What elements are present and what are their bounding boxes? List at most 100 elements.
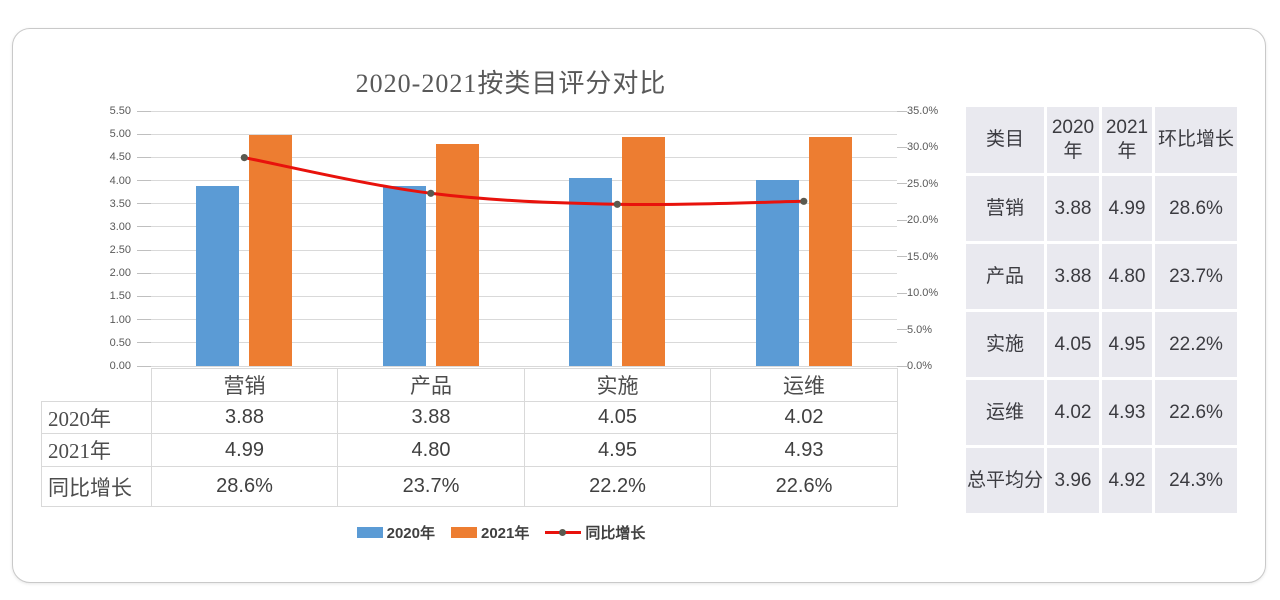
value-cell: 22.6%	[710, 466, 898, 507]
gridline	[151, 319, 897, 321]
chart-card: 2020-2021按类目评分对比 0.00 0.50 1.00 1.50 2.00 2.5…	[12, 28, 1266, 583]
right-axis-label: 10.0%	[907, 287, 939, 300]
right-axis-label: 35.0%	[907, 105, 939, 117]
bar-2020年-产品	[382, 186, 426, 366]
right-axis-tick	[897, 110, 907, 112]
left-axis-label: 1.50	[109, 290, 131, 303]
left-axis-tick	[137, 226, 151, 228]
value-cell: 4.80	[337, 433, 525, 467]
left-axis-tick	[137, 249, 151, 251]
value-cell: 4.99	[151, 433, 338, 467]
value-cell: 22.2%	[524, 466, 711, 507]
left-axis-tick	[137, 156, 151, 158]
bar-2020年-实施	[569, 178, 613, 366]
gridline	[151, 156, 897, 158]
left-axis-tick	[137, 319, 151, 321]
chart-title: 2020-2021按类目评分对比	[355, 69, 667, 98]
summary-value-cell: 4.02	[1047, 380, 1099, 445]
summary-value-cell: 22.2%	[1155, 312, 1237, 377]
summary-row: 总平均分 3.96 4.92 24.3%	[966, 448, 1237, 513]
legend-label: 2020年	[386, 524, 435, 542]
value-cell: 3.88	[151, 401, 338, 434]
gridline	[151, 249, 897, 251]
legend-swatch-2021年	[450, 526, 477, 538]
gridline	[151, 226, 897, 228]
left-axis-label: 5.50	[109, 105, 131, 117]
value-cell: 28.6%	[151, 466, 338, 507]
gridline	[151, 365, 897, 367]
gridline	[151, 133, 897, 135]
gridline	[151, 203, 897, 205]
summary-category-cell: 运维	[966, 380, 1044, 445]
right-axis-tick	[897, 256, 907, 258]
summary-table: 类目 2020年 2021年 环比增长 营销 3.88 4.99 28.6% 产品 3.88 4.8…	[963, 104, 1240, 516]
value-cell: 4.05	[524, 401, 711, 434]
chart-data-table: 营销 产品 实施 运维 2020年 3.88 3.88 4.05 4.02 2021年 4.99 4.…	[41, 368, 898, 507]
row-label-cell: 2021年	[41, 433, 152, 467]
legend-item-同比增长: 同比增长	[545, 522, 645, 543]
value-cell: 4.93	[710, 433, 898, 467]
gridline	[151, 180, 897, 182]
value-cell: 3.88	[337, 401, 525, 434]
summary-value-cell: 3.88	[1047, 244, 1099, 309]
legend-label: 同比增长	[585, 524, 646, 542]
left-axis-tick	[137, 180, 151, 182]
chart-legend: 2020年 2021年 同比增长	[151, 521, 851, 543]
summary-row: 营销 3.88 4.99 28.6%	[966, 176, 1237, 241]
left-axis-label: 2.00	[109, 267, 131, 280]
summary-row: 实施 4.05 4.95 22.2%	[966, 312, 1237, 377]
summary-header-row: 类目 2020年 2021年 环比增长	[966, 107, 1237, 173]
left-axis-tick	[137, 203, 151, 205]
left-axis-label: 0.00	[109, 360, 131, 372]
summary-value-cell: 4.95	[1102, 312, 1152, 377]
right-axis-tick	[897, 146, 907, 148]
summary-value-cell: 4.80	[1102, 244, 1152, 309]
data-row: 2021年 4.99 4.80 4.95 4.93	[41, 433, 898, 467]
right-axis-label: 0.0%	[907, 360, 933, 372]
summary-category-cell: 营销	[966, 176, 1044, 241]
left-axis-tick	[137, 295, 151, 297]
category-header-cell: 实施	[524, 368, 711, 402]
left-axis-label: 4.50	[109, 151, 131, 164]
left-axis-tick	[137, 342, 151, 344]
category-header-cell: 运维	[710, 368, 898, 402]
right-axis-tick	[897, 292, 907, 294]
growth-line-path	[242, 156, 806, 207]
right-axis-tick	[897, 183, 907, 185]
bar-2021年-营销	[249, 134, 293, 366]
plot-area	[137, 110, 907, 367]
data-row: 同比增长 28.6% 23.7% 22.2% 22.6%	[41, 466, 898, 507]
right-axis-tick	[897, 219, 907, 221]
legend-swatch-2020年	[356, 526, 383, 538]
growth-line-series	[240, 154, 808, 208]
summary-header-cell: 2020年	[1047, 107, 1099, 173]
right-axis-tick	[897, 329, 907, 331]
summary-value-cell: 3.96	[1047, 448, 1099, 513]
summary-value-cell: 4.05	[1047, 312, 1099, 377]
summary-header-cell: 环比增长	[1155, 107, 1237, 173]
bar-2021年-实施	[622, 136, 666, 366]
summary-header-cell: 类目	[966, 107, 1044, 173]
legend-item-2021年: 2021年	[450, 522, 529, 543]
summary-value-cell: 4.93	[1102, 380, 1152, 445]
row-label-cell: 同比增长	[41, 466, 152, 507]
growth-line-marker	[613, 200, 621, 208]
summary-row: 产品 3.88 4.80 23.7%	[966, 244, 1237, 309]
bar-2021年-运维	[808, 137, 852, 366]
right-axis-label: 15.0%	[907, 250, 939, 263]
value-cell: 23.7%	[337, 466, 525, 507]
summary-header-cell: 2021年	[1102, 107, 1152, 173]
summary-value-cell: 28.6%	[1155, 176, 1237, 241]
left-axis-label: 2.50	[109, 244, 131, 257]
left-axis-label: 0.50	[109, 336, 131, 349]
summary-value-cell: 4.92	[1102, 448, 1152, 513]
data-row: 2020年 3.88 3.88 4.05 4.02	[41, 401, 898, 434]
left-axis-tick	[137, 272, 151, 274]
summary-value-cell: 24.3%	[1155, 448, 1237, 513]
left-axis-label: 3.00	[109, 220, 131, 233]
summary-category-cell: 产品	[966, 244, 1044, 309]
right-axis-label: 5.0%	[907, 323, 933, 336]
left-axis-label: 1.00	[109, 313, 131, 326]
legend-line-marker-icon	[545, 527, 582, 538]
left-axis-tick	[137, 365, 151, 367]
